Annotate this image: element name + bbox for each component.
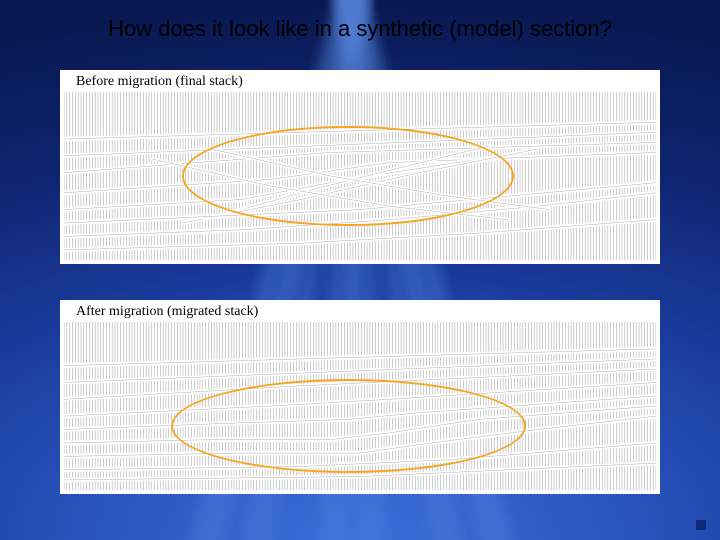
slide-title: How does it look like in a synthetic (mo… xyxy=(0,16,720,42)
seismic-section-top xyxy=(64,92,656,260)
panel-top-label: Before migration (final stack) xyxy=(74,74,245,90)
seismic-section-bot xyxy=(64,322,656,490)
panel-bot-label: After migration (migrated stack) xyxy=(74,304,260,320)
panel-after-migration: After migration (migrated stack) xyxy=(60,300,660,494)
panel-before-migration: Before migration (final stack) xyxy=(60,70,660,264)
slide-bullet-icon xyxy=(696,520,706,530)
